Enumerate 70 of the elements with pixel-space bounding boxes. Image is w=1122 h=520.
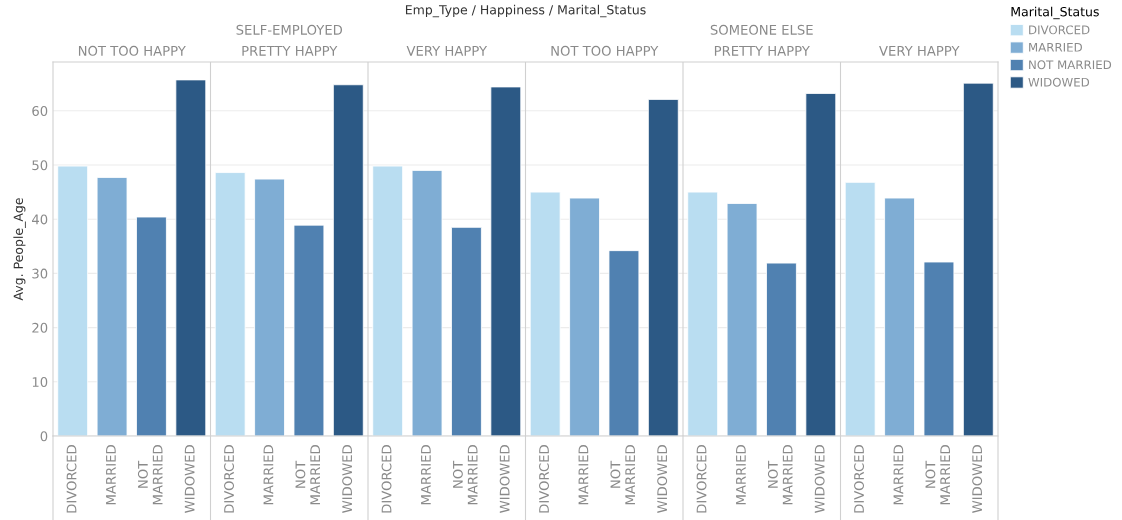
x-tick-label: WIDOWED bbox=[184, 445, 195, 513]
x-tick-label: DIVORCED bbox=[854, 445, 865, 513]
text: VERY HAPPY bbox=[406, 46, 488, 56]
text: NOT TOO HAPPY bbox=[78, 45, 186, 56]
text: PRETTY HAPPY bbox=[714, 46, 810, 56]
x-tick-label: MARRIED bbox=[578, 445, 589, 505]
text: SELF-EMPLOYED bbox=[236, 24, 343, 35]
bar bbox=[529, 191, 561, 436]
y-tick-label: 50 bbox=[32, 160, 48, 171]
chart-title: Emp_Type / Happiness / Marital_Status bbox=[405, 4, 646, 18]
bar bbox=[214, 172, 246, 436]
x-tick-label: MARRIED bbox=[893, 445, 904, 505]
x-tick-label: MARRIED bbox=[263, 445, 274, 505]
bar bbox=[766, 262, 797, 436]
text: SOMEONE ELSE bbox=[710, 24, 813, 35]
x-tick-label: WIDOWED bbox=[657, 445, 668, 513]
text: VERY HAPPY bbox=[879, 46, 960, 56]
bar bbox=[175, 79, 207, 436]
bar bbox=[687, 191, 719, 436]
y-tick-label: 10 bbox=[32, 377, 48, 387]
x-tick-label: NOT MARRIED bbox=[137, 445, 163, 505]
x-tick-label: MARRIED bbox=[736, 445, 746, 505]
x-tick-label: DIVORCED bbox=[696, 445, 707, 513]
x-tick-label: NOT MARRIED bbox=[925, 445, 950, 505]
bar bbox=[293, 224, 325, 436]
y-tick-label: 40 bbox=[31, 214, 48, 225]
bar bbox=[96, 177, 128, 436]
x-tick-label: WIDOWED bbox=[972, 445, 983, 513]
x-tick-label: MARRIED bbox=[106, 445, 116, 505]
x-tick-label: NOT MARRIED bbox=[610, 445, 635, 505]
legend-label: WIDOWED bbox=[1028, 77, 1090, 87]
text: PRETTY HAPPY bbox=[242, 46, 338, 56]
bar bbox=[372, 165, 404, 436]
x-tick-label: DIVORCED bbox=[224, 445, 235, 513]
legend-label: MARRIED bbox=[1029, 43, 1082, 52]
bar bbox=[726, 203, 758, 436]
bar bbox=[57, 165, 89, 436]
y-axis-title: Avg. People_Age bbox=[13, 198, 26, 301]
x-tick-label: DIVORCED bbox=[381, 445, 392, 513]
bar bbox=[332, 84, 364, 436]
text: NOT TOO HAPPY bbox=[551, 45, 659, 56]
legend-label: NOT MARRIED bbox=[1029, 60, 1112, 70]
bar bbox=[608, 250, 640, 436]
x-tick-label: NOT MARRIED bbox=[295, 445, 320, 505]
x-tick-label: NOT MARRIED bbox=[767, 445, 793, 505]
bar bbox=[411, 169, 443, 436]
bar bbox=[884, 197, 915, 436]
legend-title: Marital_Status bbox=[1011, 6, 1099, 20]
bar bbox=[490, 86, 522, 436]
y-tick-label: 60 bbox=[32, 106, 48, 116]
x-tick-label: MARRIED bbox=[421, 445, 431, 505]
bar bbox=[805, 93, 837, 436]
bar bbox=[254, 178, 285, 436]
bar bbox=[844, 181, 876, 436]
bar bbox=[451, 226, 482, 436]
bar bbox=[962, 82, 994, 436]
bar bbox=[136, 216, 167, 436]
x-tick-label: DIVORCED bbox=[66, 445, 77, 513]
bar bbox=[923, 261, 955, 436]
x-tick-label: NOT MARRIED bbox=[452, 445, 478, 505]
bar bbox=[647, 98, 679, 436]
x-tick-label: DIVORCED bbox=[539, 445, 550, 513]
x-tick-label: WIDOWED bbox=[814, 445, 825, 513]
x-tick-label: WIDOWED bbox=[499, 445, 510, 513]
bar bbox=[569, 197, 600, 436]
legend-label: DIVORCED bbox=[1029, 25, 1090, 35]
y-tick-label: 20 bbox=[32, 322, 48, 333]
y-tick-label: 0 bbox=[40, 431, 48, 442]
x-tick-label: WIDOWED bbox=[342, 445, 353, 513]
y-tick-label: 30 bbox=[32, 268, 48, 279]
